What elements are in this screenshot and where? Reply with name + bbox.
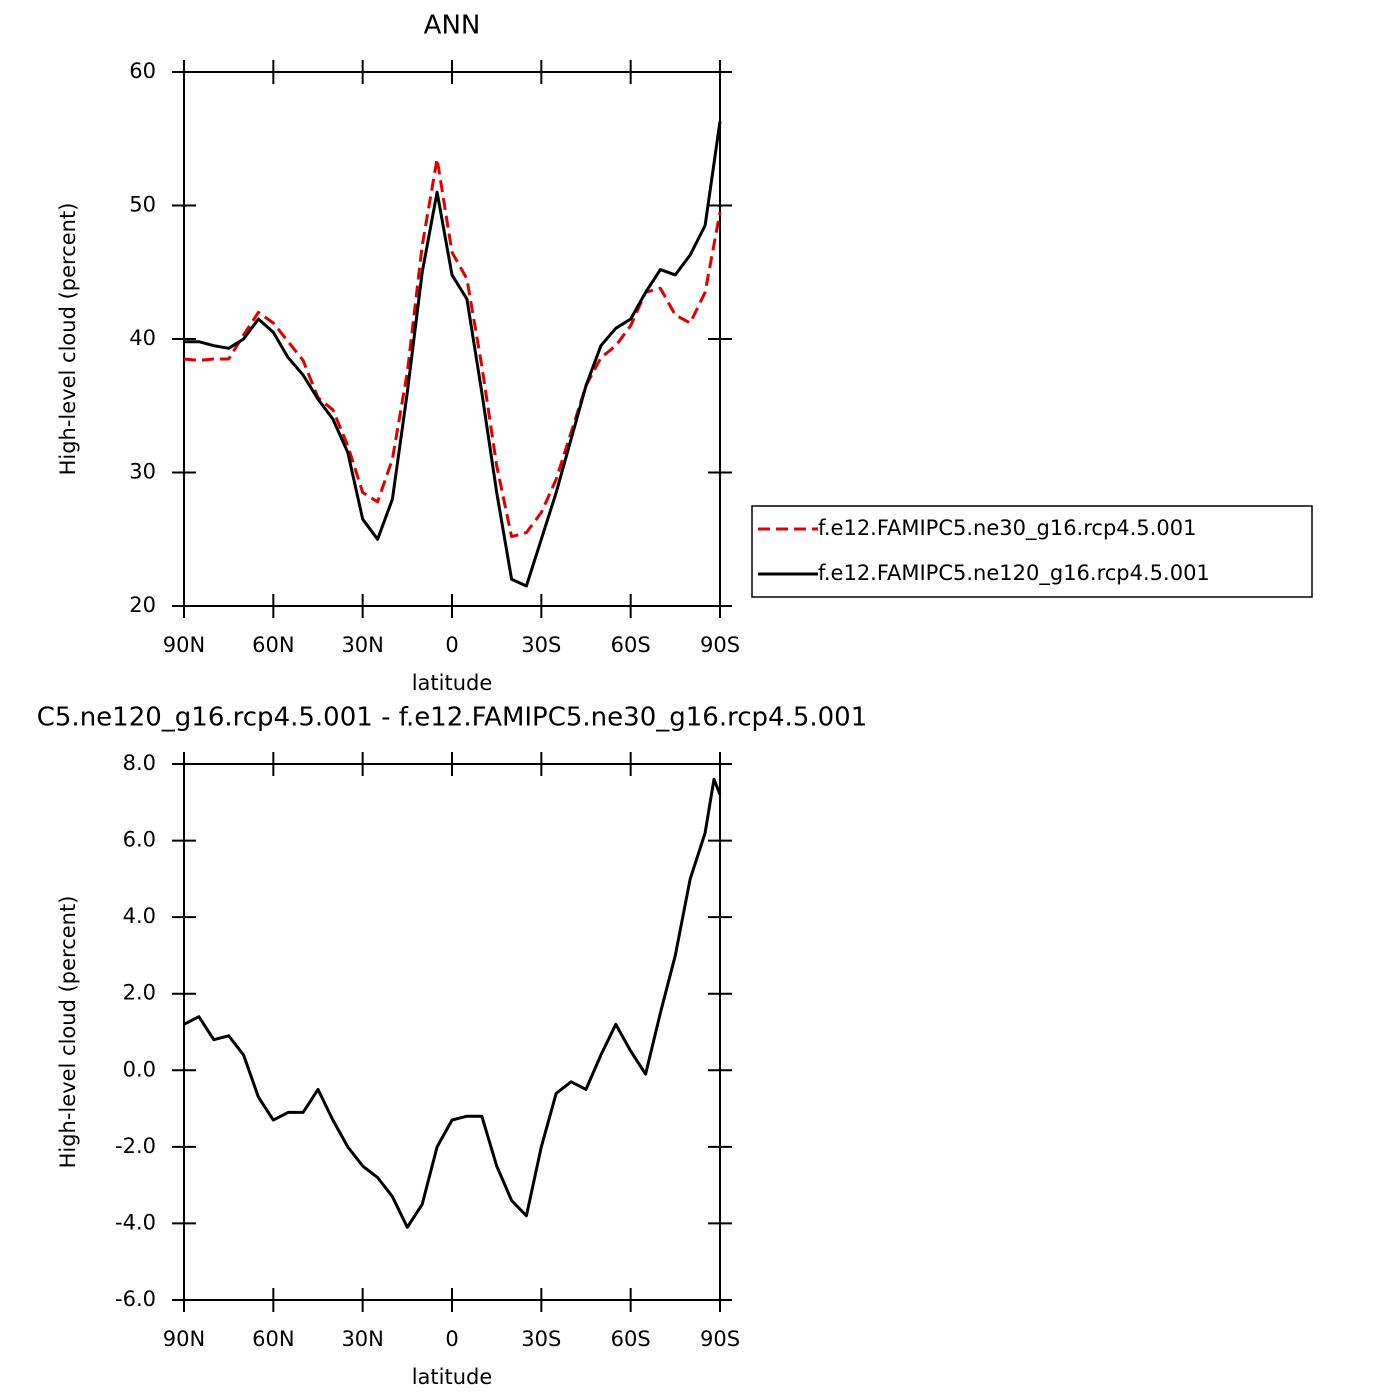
x-tick-label: 0 [445, 1327, 458, 1351]
x-tick-label: 90S [700, 633, 740, 657]
data-line [184, 121, 722, 588]
legend-box [751, 505, 1313, 598]
x-tick-label: 90N [163, 1327, 205, 1351]
x-tick-label: 30N [341, 633, 383, 657]
y-axis-label: High-level cloud (percent) [56, 896, 80, 1169]
x-tick-label: 30S [521, 633, 561, 657]
x-tick-label: 60S [611, 1327, 651, 1351]
x-axis-label: latitude [412, 1365, 493, 1389]
y-tick-label: 50 [129, 193, 156, 217]
x-tick-label: 30N [341, 1327, 383, 1351]
x-axis-label: latitude [412, 671, 493, 695]
y-axis-label: High-level cloud (percent) [56, 203, 80, 476]
y-tick-label: 30 [129, 460, 156, 484]
chart-title: ANN [424, 11, 481, 41]
y-tick-label: -4.0 [115, 1210, 156, 1234]
x-tick-label: 60N [252, 1327, 294, 1351]
legend-label: f.e12.FAMIPC5.ne30_g16.rcp4.5.001 [818, 516, 1196, 541]
x-tick-label: 60S [611, 633, 651, 657]
y-tick-label: 4.0 [123, 904, 156, 928]
y-tick-label: -2.0 [115, 1134, 156, 1158]
data-line [183, 157, 722, 539]
x-tick-label: 0 [445, 633, 458, 657]
x-tick-label: 30S [521, 1327, 561, 1351]
y-tick-label: 40 [129, 326, 156, 350]
plot-frame [183, 763, 721, 1301]
y-tick-label: 20 [129, 593, 156, 617]
y-tick-label: 2.0 [123, 981, 156, 1005]
data-line [183, 777, 722, 1229]
x-tick-label: 90N [163, 633, 205, 657]
y-tick-label: -6.0 [115, 1287, 156, 1311]
y-tick-label: 8.0 [123, 751, 156, 775]
legend-label: f.e12.FAMIPC5.ne120_g16.rcp4.5.001 [818, 561, 1210, 586]
x-tick-label: 60N [252, 633, 294, 657]
y-tick-label: 60 [129, 59, 156, 83]
chart-title: C5.ne120_g16.rcp4.5.001 - f.e12.FAMIPC5.… [37, 703, 868, 733]
plot-frame [183, 71, 721, 607]
y-tick-label: 6.0 [123, 828, 156, 852]
x-tick-label: 90S [700, 1327, 740, 1351]
y-tick-label: 0.0 [123, 1057, 156, 1081]
